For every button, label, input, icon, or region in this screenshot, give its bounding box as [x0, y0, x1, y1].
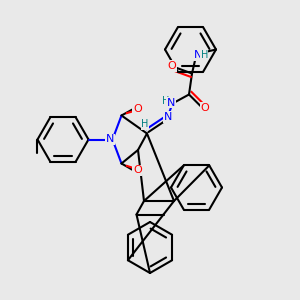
Text: H: H: [141, 119, 148, 130]
Text: O: O: [200, 103, 209, 113]
Text: N: N: [194, 50, 202, 61]
Text: O: O: [167, 61, 176, 71]
Text: O: O: [133, 165, 142, 176]
Text: O: O: [133, 104, 142, 114]
Text: N: N: [106, 134, 114, 145]
Text: N: N: [167, 98, 175, 108]
Text: N: N: [164, 112, 172, 122]
Text: H: H: [201, 50, 208, 60]
Text: H: H: [162, 96, 169, 106]
